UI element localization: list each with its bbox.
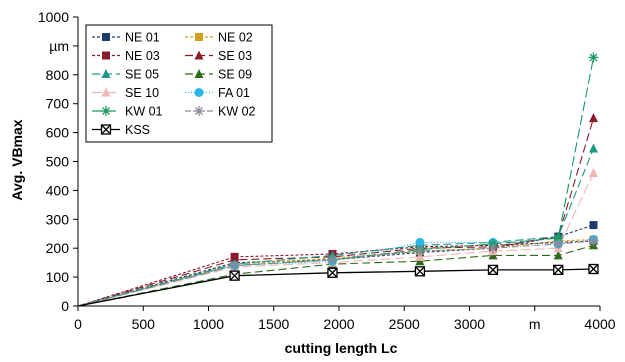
series-kw-02 — [77, 235, 599, 307]
legend-entry: FA 01 — [185, 86, 250, 100]
legend: NE 01 NE 02 NE 03 SE 03 SE 05 SE 09 SE 10 FA 01… — [85, 24, 273, 143]
legend-label: NE 02 — [218, 31, 253, 45]
asterisk-marker — [101, 106, 111, 116]
triangle-marker — [101, 87, 111, 97]
y-tick-label: µm — [49, 38, 69, 54]
legend-entry: KW 02 — [185, 105, 256, 119]
circle-marker — [194, 88, 204, 97]
asterisk-marker — [229, 260, 240, 271]
square-marker — [102, 33, 110, 41]
y-tick-label: 200 — [46, 240, 70, 256]
box-x-marker-cross — [414, 266, 425, 277]
legend-label: KW 01 — [125, 105, 163, 119]
square-marker — [195, 33, 203, 41]
legend-entry: KSS — [92, 123, 150, 137]
circle-marker — [415, 237, 425, 247]
box-x-marker-cross — [488, 264, 498, 275]
triangle-marker — [194, 69, 204, 78]
box-x-marker-cross — [101, 124, 111, 135]
triangle-marker — [588, 168, 598, 178]
asterisk-marker — [553, 238, 564, 249]
x-tick-label: m — [529, 316, 541, 332]
triangle-marker — [553, 250, 563, 260]
legend-entry: KW 01 — [92, 105, 163, 119]
legend-entry: SE 03 — [185, 49, 252, 63]
legend-label: NE 03 — [125, 49, 160, 63]
legend-label: NE 01 — [125, 31, 160, 45]
legend-entry: SE 09 — [185, 68, 252, 82]
box-x-marker-cross — [327, 267, 338, 278]
series-ne-01 — [77, 221, 598, 307]
triangle-marker — [101, 69, 111, 78]
x-tick-label: 1500 — [258, 316, 289, 332]
box-x-marker-cross — [588, 264, 599, 274]
legend-entry: NE 03 — [92, 49, 160, 63]
x-tick-label: 4000 — [584, 316, 615, 332]
legend-label: KSS — [125, 123, 150, 137]
legend-entry: NE 02 — [185, 31, 253, 45]
legend-label: KW 02 — [218, 105, 256, 119]
x-tick-label: 1000 — [193, 316, 224, 332]
box-x-marker-cross — [229, 270, 240, 281]
series-layer — [77, 52, 599, 307]
asterisk-marker — [553, 233, 564, 244]
x-tick-label: 0 — [74, 316, 82, 332]
asterisk-marker — [588, 52, 599, 63]
legend-label: SE 09 — [218, 68, 252, 82]
y-tick-label: 400 — [46, 182, 70, 198]
triangle-marker — [194, 50, 204, 60]
square-marker — [102, 51, 110, 60]
x-tick-label: 2500 — [389, 316, 420, 332]
legend-entry: SE 10 — [92, 86, 159, 100]
y-tick-label: 600 — [46, 125, 70, 141]
y-tick-label: 100 — [46, 269, 70, 285]
y-tick-label: 1000 — [38, 9, 69, 25]
triangle-marker — [415, 251, 425, 261]
triangle-marker — [588, 113, 598, 123]
square-marker — [589, 221, 598, 230]
x-axis-title: cutting length Lc — [285, 340, 398, 356]
axes: 0 100 200 300 400 500 600 700 800 µm 1000 0 500 1000 1… — [38, 9, 616, 332]
asterisk-marker — [327, 254, 338, 265]
series-ne-03 — [77, 236, 598, 307]
legend-label: SE 10 — [125, 86, 159, 100]
x-tick-label: 500 — [132, 316, 156, 332]
legend-label: FA 01 — [218, 86, 250, 100]
legend-label: SE 03 — [218, 49, 252, 63]
asterisk-marker — [194, 106, 204, 116]
box-x-marker-cross — [553, 264, 564, 275]
series-kss — [77, 263, 599, 307]
series-line — [77, 148, 595, 307]
y-tick-label: 0 — [61, 298, 69, 314]
asterisk-marker — [487, 243, 498, 254]
legend-entry: SE 05 — [92, 68, 159, 82]
series-ne-02 — [77, 235, 598, 307]
y-tick-label: 700 — [46, 96, 70, 112]
y-axis-title: Avg. VBmax — [9, 119, 25, 200]
legend-label: SE 05 — [125, 68, 159, 82]
asterisk-marker — [588, 235, 599, 246]
y-tick-label: 800 — [46, 67, 70, 83]
y-tick-label: 500 — [46, 154, 70, 170]
legend-entry: NE 01 — [92, 31, 160, 45]
legend-box — [85, 24, 273, 143]
y-tick-label: 300 — [46, 211, 70, 227]
asterisk-marker — [414, 246, 425, 257]
x-tick-label: 2000 — [323, 316, 354, 332]
triangle-marker — [588, 143, 598, 153]
x-tick-label: 3000 — [454, 316, 485, 332]
